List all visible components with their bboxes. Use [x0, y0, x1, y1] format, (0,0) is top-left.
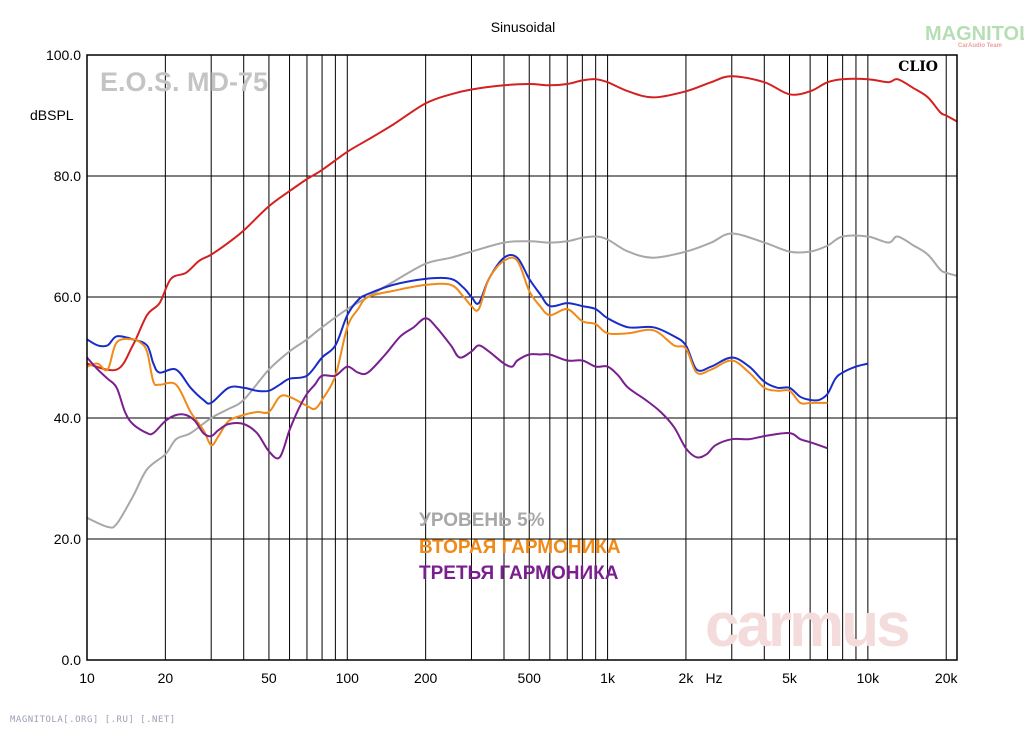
footer-url: MAGNITOLA[.ORG] [.RU] [.NET]	[10, 715, 176, 725]
chart-title: Sinusoidal	[491, 19, 556, 35]
series-lines	[86, 75, 958, 529]
y-tick-label: 40.0	[54, 410, 81, 426]
y-tick-label: 100.0	[46, 47, 81, 63]
series-third-harmonic-line	[86, 317, 828, 460]
y-tick-label: 20.0	[54, 531, 81, 547]
x-tick-label: 20	[158, 670, 174, 686]
legend-level-5: УРОВЕНЬ 5%	[419, 510, 545, 531]
x-tick-label: 5k	[782, 670, 798, 686]
plot-frame	[86, 54, 958, 661]
x-tick-label: 20k	[935, 670, 959, 686]
x-tick-label: 100	[336, 670, 360, 686]
series-blue-line	[86, 254, 869, 405]
magnitola-logo: MAGNITOLA CarAudio Team	[925, 23, 1024, 49]
x-tick-label: 200	[414, 670, 438, 686]
clio-label: CLIO	[898, 59, 938, 75]
legend-second-harmonic: ВТОРАЯ ГАРМОНИКА	[419, 537, 621, 558]
series-fundamental-line	[86, 75, 958, 372]
legend: УРОВЕНЬ 5% ВТОРАЯ ГАРМОНИКА ТРЕТЬЯ ГАРМО…	[419, 510, 621, 584]
series-second-harmonic-line	[86, 256, 828, 447]
magnitola-logo-text: MAGNITOLA	[925, 23, 1024, 45]
y-axis-label: dBSPL	[30, 107, 74, 123]
y-tick-label: 60.0	[54, 289, 81, 305]
carmus-watermark: carmus	[705, 591, 908, 660]
x-tick-label: 10k	[857, 670, 881, 686]
magnitola-logo-subtext: CarAudio Team	[958, 43, 1002, 49]
y-tick-labels: 0.0 20.0 40.0 60.0 80.0 100.0	[46, 47, 81, 668]
y-tick-label: 0.0	[62, 652, 82, 668]
x-tick-label: 1k	[600, 670, 616, 686]
x-tick-label: 10	[79, 670, 95, 686]
y-tick-label: 80.0	[54, 168, 81, 184]
legend-third-harmonic: ТРЕТЬЯ ГАРМОНИКА	[419, 563, 619, 584]
x-tick-label: 50	[261, 670, 277, 686]
x-tick-label: 2k	[679, 670, 695, 686]
x-tick-labels: 10 20 50 100 200 500 1k 2k 5k 10k 20k	[79, 670, 958, 686]
series-level-5-line	[86, 232, 958, 529]
x-axis-label: Hz	[705, 670, 722, 686]
x-tick-label: 500	[518, 670, 542, 686]
model-watermark: E.O.S. MD-75	[100, 67, 268, 97]
grid	[87, 55, 957, 660]
